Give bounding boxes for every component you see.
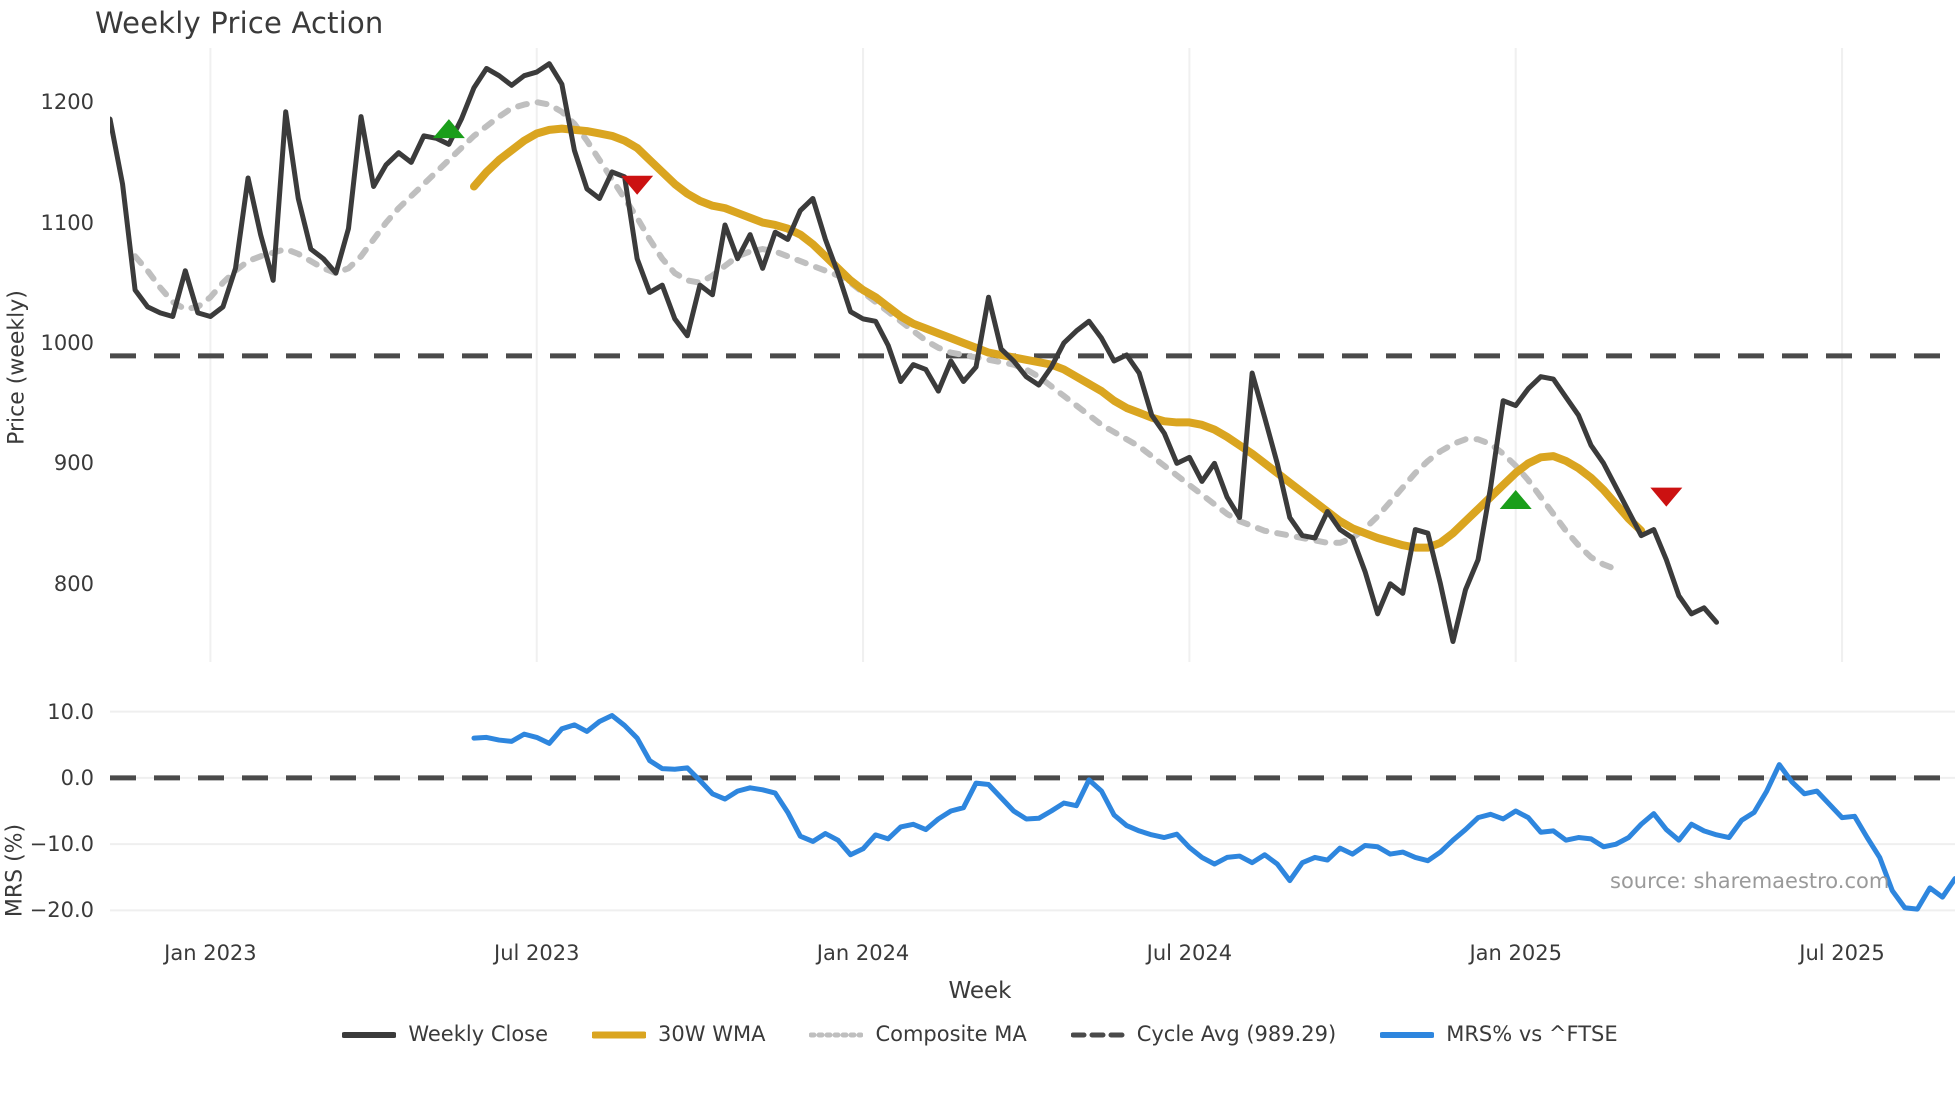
mrs-y-tick-2: −10.0 (29, 832, 94, 857)
x-tick-3: Jul 2024 (1146, 941, 1233, 965)
mrs-axis-label: MRS (%) (2, 823, 28, 918)
price-y-tick-4: 800 (53, 571, 94, 596)
mrs-y-tick-0: 10.0 (47, 699, 94, 724)
x-tick-0: Jan 2023 (164, 941, 257, 965)
price-plot-area (110, 48, 1955, 662)
x-tick-1: Jul 2023 (494, 941, 580, 965)
legend-label: 30W WMA (658, 1022, 766, 1046)
legend-label: Cycle Avg (989.29) (1136, 1022, 1337, 1046)
chart-legend: Weekly Close 30W WMA Composite MA Cycle Avg… (0, 1022, 1960, 1046)
x-tick-4: Jan 2025 (1469, 941, 1562, 965)
solid-line-swatch (1379, 1025, 1436, 1043)
sell-marker-3 (1650, 487, 1683, 507)
legend-label: Weekly Close (408, 1022, 549, 1046)
price-y-tick-0: 1200 (40, 90, 94, 115)
price-y-tick-3: 900 (53, 451, 94, 476)
buy-marker-0 (432, 119, 465, 139)
solid-line-swatch (590, 1025, 648, 1043)
series-mrs-vs-ftse (471, 713, 1955, 912)
legend-item-mrs-vs-ftse[interactable]: MRS% vs ^FTSE (1379, 1022, 1618, 1046)
mrs-chart-svg (110, 710, 1955, 912)
dashed-line-swatch (1070, 1025, 1126, 1043)
page-title: Weekly Price Action (95, 6, 384, 40)
mrs-y-tick-1: 0.0 (60, 765, 94, 790)
solid-line-swatch (341, 1025, 398, 1043)
x-tick-5: Jul 2025 (1799, 941, 1885, 965)
mrs-y-tick-3: −20.0 (29, 898, 94, 923)
price-chart-svg (110, 48, 1955, 662)
legend-label: MRS% vs ^FTSE (1446, 1022, 1618, 1046)
series-weekly-close (110, 61, 1720, 645)
price-axis-label: Price (weekly) (4, 290, 30, 445)
legend-item-cycle-avg-989-29[interactable]: Cycle Avg (989.29) (1070, 1022, 1337, 1046)
legend-item-composite-ma[interactable]: Composite MA (808, 1022, 1027, 1046)
legend-item-30w-wma[interactable]: 30W WMA (590, 1022, 766, 1046)
x-axis-label: Week (948, 978, 1012, 1004)
price-y-tick-1: 1100 (40, 210, 94, 235)
source-watermark: source: sharemaestro.com (1610, 869, 1890, 893)
x-tick-2: Jan 2024 (816, 941, 910, 965)
series-30w-wma (469, 124, 1646, 552)
sell-marker-1 (621, 175, 654, 195)
mrs-plot-area (110, 695, 1955, 927)
buy-marker-2 (1499, 489, 1532, 509)
price-y-tick-2: 1000 (40, 330, 94, 355)
legend-item-weekly-close[interactable]: Weekly Close (341, 1022, 549, 1046)
legend-label: Composite MA (875, 1022, 1027, 1046)
dotted-line-swatch (808, 1025, 864, 1043)
